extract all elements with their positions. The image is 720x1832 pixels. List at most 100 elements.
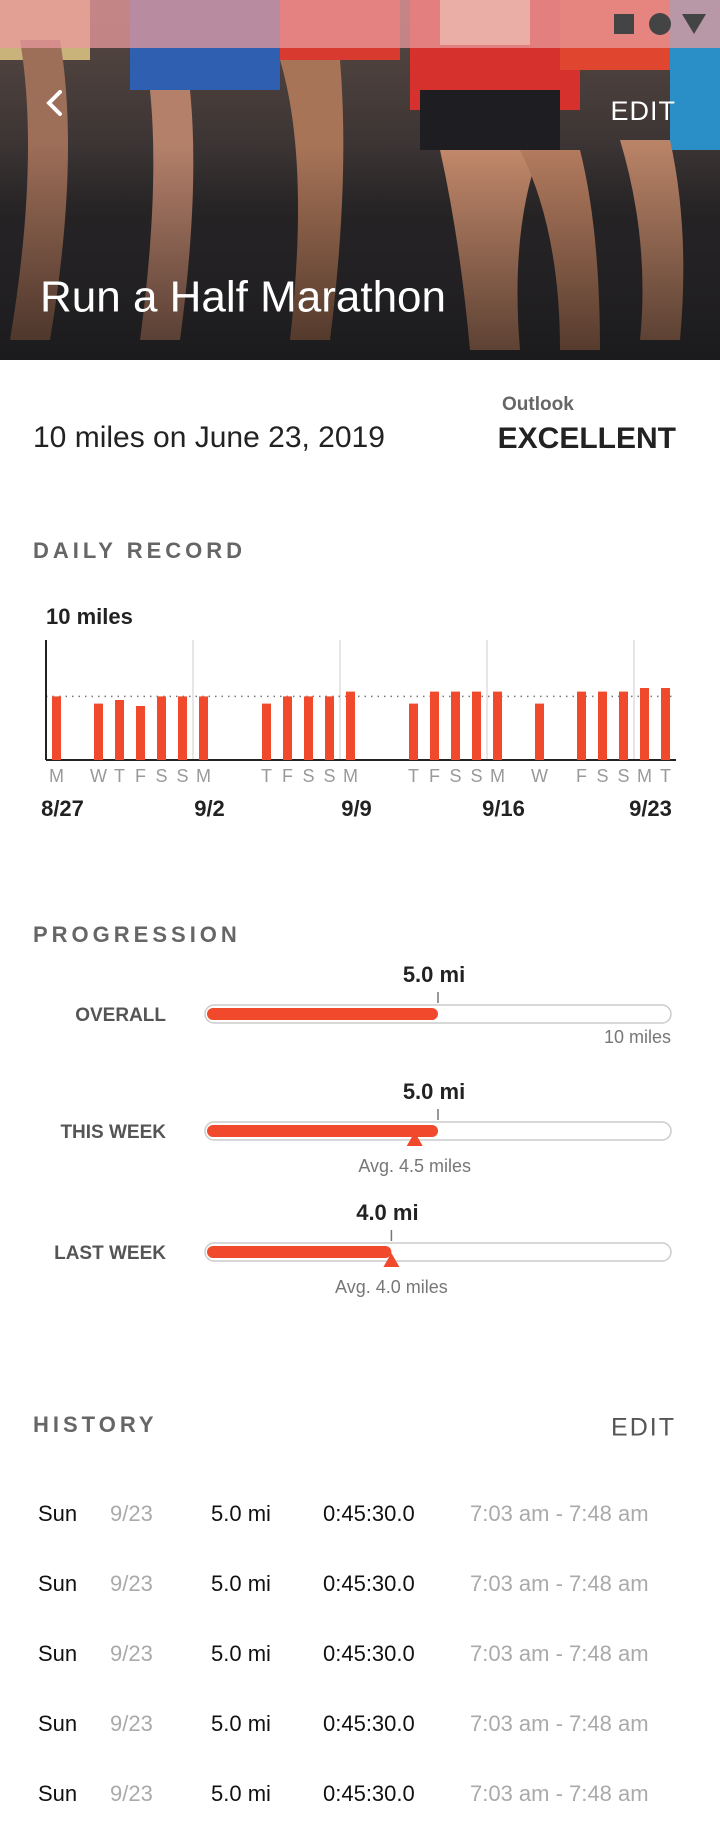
x-tick-label: T <box>261 766 272 786</box>
outlook-label: Outlook <box>502 394 574 415</box>
history-row[interactable]: Sun 9/23 5.0 mi 0:45:30.0 7:03 am - 7:48 am <box>38 1571 649 1596</box>
history-duration: 0:45:30.0 <box>323 1711 415 1736</box>
history-edit-button[interactable]: EDIT <box>611 1414 676 1442</box>
bar <box>136 706 145 760</box>
date-label: 9/16 <box>482 796 525 821</box>
section-title: PROGRESSION <box>33 922 241 947</box>
history-distance: 5.0 mi <box>211 1641 271 1666</box>
progression: OVERALL 5.0 mi 10 miles THIS WEEK 5.0 mi Avg.… <box>54 962 672 1297</box>
bar <box>115 700 124 760</box>
history-time: 7:03 am - 7:48 am <box>470 1571 649 1596</box>
progress-target: 10 miles <box>604 1027 671 1047</box>
date-label: 8/27 <box>41 796 84 821</box>
history-day: Sun <box>38 1711 77 1736</box>
x-tick-label: M <box>49 766 64 786</box>
history-row[interactable]: Sun 9/23 5.0 mi 0:45:30.0 7:03 am - 7:48 am <box>38 1501 649 1526</box>
x-tick-label: M <box>637 766 652 786</box>
x-tick-label: S <box>155 766 167 786</box>
x-tick-label: S <box>302 766 314 786</box>
history-row[interactable]: Sun 9/23 5.0 mi 0:45:30.0 7:03 am - 7:48 am <box>38 1781 649 1806</box>
history-duration: 0:45:30.0 <box>323 1501 415 1526</box>
progress-fill <box>207 1125 438 1137</box>
x-tick-label: T <box>408 766 419 786</box>
x-tick-label: F <box>429 766 440 786</box>
bar <box>325 696 334 760</box>
header-photo <box>0 0 720 360</box>
bar <box>451 691 460 760</box>
history-duration: 0:45:30.0 <box>323 1571 415 1596</box>
date-label: 9/9 <box>341 796 372 821</box>
average-label: Avg. 4.5 miles <box>358 1156 471 1176</box>
history-day: Sun <box>38 1781 77 1806</box>
bar <box>199 696 208 760</box>
date-label: 9/23 <box>629 796 672 821</box>
history-distance: 5.0 mi <box>211 1711 271 1736</box>
bar <box>577 691 586 760</box>
goal-text: 10 miles on June 23, 2019 <box>33 421 385 454</box>
history-date: 9/23 <box>110 1501 153 1526</box>
history-date: 9/23 <box>110 1571 153 1596</box>
bar <box>619 691 628 760</box>
history-row[interactable]: Sun 9/23 5.0 mi 0:45:30.0 7:03 am - 7:48 am <box>38 1711 649 1736</box>
edit-button[interactable]: EDIT <box>610 96 676 126</box>
history-row[interactable]: Sun 9/23 5.0 mi 0:45:30.0 7:03 am - 7:48 am <box>38 1641 649 1666</box>
x-tick-label: S <box>176 766 188 786</box>
x-tick-label: S <box>596 766 608 786</box>
progress-fill <box>207 1008 438 1020</box>
x-tick-label: M <box>490 766 505 786</box>
x-tick-label: W <box>90 766 107 786</box>
progress-value: 4.0 mi <box>356 1200 418 1225</box>
bar <box>640 688 649 760</box>
history-list: Sun 9/23 5.0 mi 0:45:30.0 7:03 am - 7:48 amS… <box>38 1501 649 1806</box>
status-bar <box>0 0 720 48</box>
history-distance: 5.0 mi <box>211 1781 271 1806</box>
bar <box>409 703 418 760</box>
outlook-value: EXCELLENT <box>498 422 676 455</box>
date-label: 9/2 <box>194 796 225 821</box>
history-day: Sun <box>38 1641 77 1666</box>
history-duration: 0:45:30.0 <box>323 1781 415 1806</box>
history-time: 7:03 am - 7:48 am <box>470 1711 649 1736</box>
x-tick-label: W <box>531 766 548 786</box>
progress-label: OVERALL <box>75 1005 166 1026</box>
bar <box>94 703 103 760</box>
bar <box>430 691 439 760</box>
bar <box>52 696 61 760</box>
x-tick-label: M <box>196 766 211 786</box>
x-tick-label: S <box>323 766 335 786</box>
bar <box>598 691 607 760</box>
y-tick-label: 10 miles <box>46 604 133 629</box>
back-button[interactable] <box>46 90 62 116</box>
average-label: Avg. 4.0 miles <box>335 1277 448 1297</box>
history-time: 7:03 am - 7:48 am <box>470 1501 649 1526</box>
bar <box>493 691 502 760</box>
history-time: 7:03 am - 7:48 am <box>470 1781 649 1806</box>
history-day: Sun <box>38 1501 77 1526</box>
x-tick-label: T <box>660 766 671 786</box>
history-distance: 5.0 mi <box>211 1571 271 1596</box>
bar <box>535 703 544 760</box>
history-date: 9/23 <box>110 1641 153 1666</box>
x-tick-label: M <box>343 766 358 786</box>
progress-value: 5.0 mi <box>403 962 465 987</box>
section-title: DAILY RECORD <box>33 538 246 563</box>
goal-title: Run a Half Marathon <box>40 273 446 322</box>
progress-label: THIS WEEK <box>60 1122 166 1143</box>
bar <box>178 696 187 760</box>
history-time: 7:03 am - 7:48 am <box>470 1641 649 1666</box>
x-tick-label: T <box>114 766 125 786</box>
bar <box>304 696 313 760</box>
bar <box>157 696 166 760</box>
history-distance: 5.0 mi <box>211 1501 271 1526</box>
bar <box>661 688 670 760</box>
bar <box>472 691 481 760</box>
history-day: Sun <box>38 1571 77 1596</box>
bar <box>346 691 355 760</box>
average-marker <box>406 1132 423 1146</box>
x-tick-label: S <box>449 766 461 786</box>
x-tick-label: F <box>576 766 587 786</box>
history-date: 9/23 <box>110 1781 153 1806</box>
bar <box>283 696 292 760</box>
